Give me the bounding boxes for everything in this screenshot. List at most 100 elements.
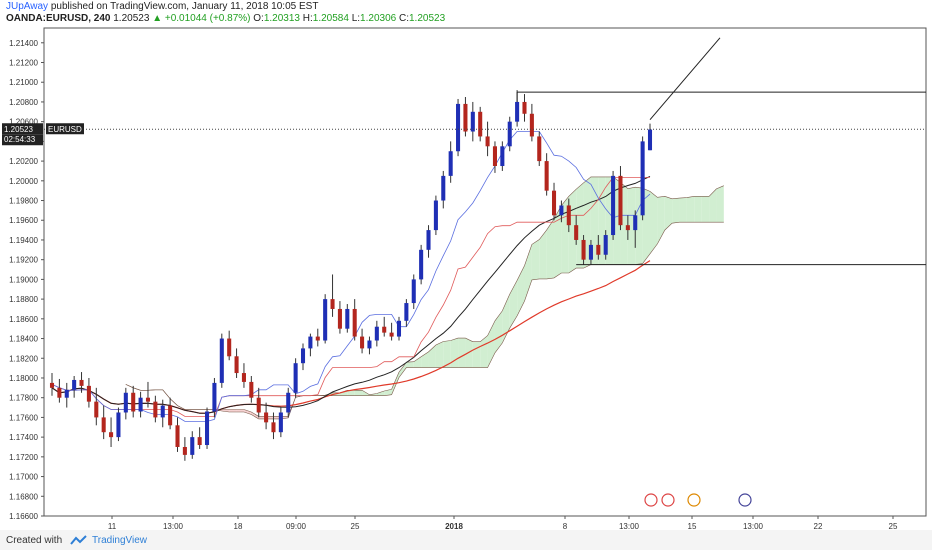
x-tick-label: 11 [108, 522, 117, 531]
tradingview-brand[interactable]: TradingView [92, 535, 148, 546]
y-tick-label: 1.19200 [9, 256, 38, 265]
cloud-segment [243, 409, 252, 415]
footer-bar: Created with TradingView [0, 530, 932, 550]
cloud-segment [679, 197, 687, 223]
cloud-segment [716, 185, 724, 223]
y-tick-label: 1.19400 [9, 236, 38, 245]
last-price: 1.20523 [113, 13, 150, 24]
cloud-segment [472, 341, 481, 368]
cloud-segment [458, 338, 466, 368]
y-tick-label: 1.19600 [9, 216, 38, 225]
y-tick-label: 1.18400 [9, 335, 38, 344]
price-chart[interactable]: 1.214001.212001.210001.208001.206001.204… [0, 24, 932, 544]
cloud-segment [590, 176, 599, 265]
countdown-tag-bg [2, 134, 43, 146]
x-tick-label: 13:00 [619, 522, 640, 531]
publish-line: JUpAway published on TradingView.com, Ja… [6, 1, 318, 12]
candle-body [389, 332, 394, 337]
candle-body [374, 326, 379, 341]
economic-event-icon [687, 493, 701, 507]
symbol-tag-bg [46, 123, 84, 135]
plot-frame [43, 27, 927, 517]
candle-body [551, 190, 557, 216]
y-tick-label: 1.18600 [9, 315, 38, 324]
price-tag-text: 1.20523 [4, 125, 33, 134]
candle-body [426, 230, 431, 250]
candle-body [352, 308, 357, 337]
x-tick-label: 18 [234, 522, 243, 531]
candle-body [611, 175, 616, 236]
candle-body [448, 151, 453, 176]
y-tick-label: 1.21200 [9, 59, 38, 68]
cloud-segment [546, 219, 555, 279]
candle-body [182, 446, 187, 455]
candle-body [537, 136, 542, 162]
candle-body [138, 397, 143, 412]
created-with-label: Created with [6, 535, 63, 546]
y-tick-label: 1.17400 [9, 433, 38, 442]
candles [49, 90, 653, 461]
ma-mid-line [51, 175, 651, 414]
y-tick-label: 1.17000 [9, 473, 38, 482]
candle-body [256, 397, 261, 413]
price-tag-bg [2, 123, 43, 135]
open-value: 1.20313 [263, 13, 300, 24]
candle-body [264, 412, 269, 423]
candle-body [485, 136, 490, 147]
x-tick-label: 2018 [445, 522, 463, 531]
candle-body [315, 336, 320, 341]
candle-body [515, 101, 520, 122]
candle-body [160, 405, 165, 418]
cloud-segment [524, 244, 532, 302]
candle-body [463, 103, 468, 132]
author-link[interactable]: JUpAway [6, 1, 49, 12]
cloud-segment [694, 196, 702, 223]
cloud-segment [384, 389, 392, 396]
y-tick-label: 1.21000 [9, 78, 38, 87]
candle-body [566, 205, 571, 226]
economic-event-icon [644, 493, 658, 507]
cloud-segment [251, 411, 259, 419]
candle-body [94, 401, 99, 418]
candle-body [101, 417, 106, 433]
candle-body [241, 373, 246, 382]
candle-body [64, 389, 69, 398]
economic-event-icon [661, 493, 675, 507]
x-tick-label: 8 [563, 522, 568, 531]
cloud-segment [554, 205, 562, 278]
candle-body [507, 121, 512, 147]
cloud-segment [672, 198, 680, 224]
candle-body [529, 113, 534, 137]
candle-body [308, 336, 313, 349]
cloud-segment [494, 310, 503, 353]
candle-body [212, 382, 217, 412]
candle-body [581, 239, 586, 260]
candle-body [419, 249, 424, 280]
y-tick-label: 1.19800 [9, 197, 38, 206]
x-tick-label: 13:00 [743, 522, 764, 531]
y-tick-label: 1.17800 [9, 394, 38, 403]
candle-body [168, 405, 173, 426]
cloud-segment [517, 265, 525, 316]
candle-body [109, 432, 114, 438]
high-label: H: [302, 13, 313, 24]
candle-body [131, 392, 136, 412]
candle-body [300, 348, 306, 364]
y-tick-label: 1.16800 [9, 492, 38, 501]
cloud-segment [376, 391, 385, 396]
ohlc-line: OANDA:EURUSD, 240 1.20523 ▲ +0.01044 (+0… [6, 13, 445, 24]
y-tick-label: 1.18200 [9, 354, 38, 363]
candle-body [123, 392, 128, 413]
candle-body [640, 141, 645, 216]
x-tick-label: 09:00 [286, 522, 307, 531]
cloud-segment [450, 338, 459, 368]
cloud-segment [398, 362, 407, 378]
candle-body [197, 437, 202, 446]
y-tick-label: 1.17200 [9, 453, 38, 462]
cloud-segment [428, 344, 436, 368]
low-value: 1.20306 [360, 13, 397, 24]
candle-body [57, 387, 62, 398]
candle-body [647, 129, 653, 151]
cloud-segment [347, 390, 355, 396]
candle-body [500, 146, 505, 167]
